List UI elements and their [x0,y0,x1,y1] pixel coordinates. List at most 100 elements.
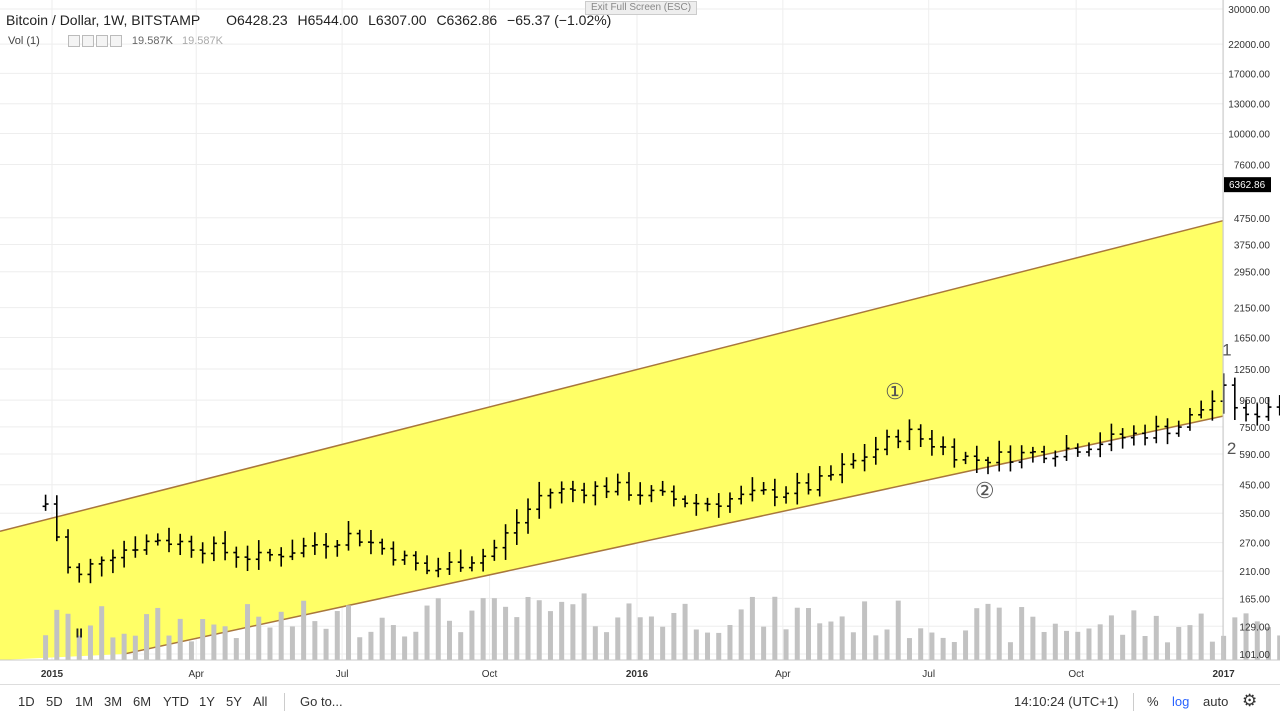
volume-bar [581,593,587,660]
ohlc-bar [121,540,128,568]
time-tick-label: Apr [775,669,791,680]
range-1d-button[interactable]: 1D [18,694,35,709]
ohlc-bar [962,451,969,465]
ohlc-bar [210,536,217,562]
ohlc-bar [278,547,285,567]
volume-bar [1131,610,1137,660]
range-1y-button[interactable]: 1Y [199,694,215,709]
open-value: O6428.23 [226,12,288,28]
volume-bar [559,601,565,660]
time-tick-label: Oct [482,669,498,680]
volume-bar [346,605,352,660]
price-tick-label: 7600.00 [1234,161,1271,172]
ohlc-bar [98,556,105,577]
ohlc-bar [222,531,229,561]
ohlc-bar [468,556,475,572]
ohlc-bar [1164,418,1171,445]
volume-bar [312,621,318,660]
exit-fullscreen-button[interactable]: Exit Full Screen (ESC) [585,1,698,15]
percent-scale-button[interactable]: % [1147,694,1159,709]
volume-bar [974,608,980,660]
price-tick-label: 101.00 [1239,650,1270,661]
price-axis[interactable]: 30000.00 22000.00 17000.00 13000.00 10000.00… [1228,5,1270,661]
range-5d-button[interactable]: 5D [46,694,63,709]
goto-button[interactable]: Go to... [300,694,343,709]
log-scale-button[interactable]: log [1172,694,1190,709]
volume-bar [828,621,834,660]
volume-bar [1187,625,1193,660]
ohlc-bar [300,537,307,558]
price-bars [42,373,1280,584]
gear-icon[interactable]: ⚙ [1242,691,1258,710]
ohlc-bar [233,546,240,568]
last-price-tag: 6362.86 [1224,177,1271,193]
volume-bar [963,630,969,660]
ohlc-bar [569,480,576,503]
ohlc-bar [1130,425,1137,446]
range-6m-button[interactable]: 6M [133,694,152,709]
ohlc-bar [704,497,711,512]
time-axis[interactable]: 2015AprJulOct2016AprJulOct2017AprJulOct2… [41,669,1280,680]
volume-bar [525,596,531,660]
ohlc-bar [1231,377,1238,421]
range-all-button[interactable]: All [253,694,268,709]
volume-bar [929,632,935,660]
volume-bar [76,635,82,660]
range-3m-button[interactable]: 3M [104,694,123,709]
volume-bar [884,629,890,660]
volume-label[interactable]: Vol (1) [8,35,40,47]
volume-bar [469,610,475,660]
range-ytd-button[interactable]: YTD [163,694,189,709]
price-tick-label: 13000.00 [1228,100,1270,111]
symbol-title[interactable]: Bitcoin / Dollar, 1W, BITSTAMP [6,12,201,28]
wave-label: 1 [1222,340,1231,359]
volume-bar [1153,615,1159,660]
volume-bars [43,593,1280,660]
settings-small-icon[interactable] [81,35,94,48]
time-tick-label: 2017 [1212,669,1235,680]
volume-bar [424,605,430,660]
volume-bar [1277,635,1280,660]
volume-bar [110,637,116,660]
range-5y-button[interactable]: 5Y [226,694,242,709]
volume-bar [54,609,60,660]
eye-icon[interactable] [67,35,80,48]
ohlc-bar [558,481,565,504]
ohlc-bar [356,529,363,547]
ohlc-bar [816,466,823,497]
ohlc-bar [592,481,599,506]
volume-bar [402,636,408,660]
volume-bar [514,617,520,660]
ohlc-bar [760,482,767,495]
ohlc-bar [132,536,139,558]
auto-scale-button[interactable]: auto [1203,694,1229,709]
ohlc-bar [412,551,419,571]
volume-bar [873,635,879,660]
low-value: L6307.00 [368,12,427,28]
close-icon[interactable] [109,35,122,48]
format-icon[interactable] [95,35,108,48]
volume-bar [368,631,374,660]
ohlc-bar [884,429,891,456]
volume-bar [1254,621,1260,660]
channel-upper-line [0,219,1224,533]
close-value: C6362.86 [436,12,498,28]
clock-time[interactable]: 14:10:24 (UTC+1) [1014,694,1119,709]
ohlc-bar [491,539,498,561]
volume-bar [862,601,868,660]
volume-bar [1064,630,1070,660]
volume-bar [604,632,610,660]
toolbar-divider [1133,693,1134,711]
ohlc-bar [65,529,72,574]
ohlc-bar [53,495,60,542]
ohlc-bar [1097,432,1104,458]
range-1m-button[interactable]: 1M [75,694,94,709]
ohlc-bar [872,436,879,465]
price-tick-label: 129.00 [1239,622,1270,633]
volume-bar [155,607,161,660]
ohlc-bar [334,539,341,557]
ohlc-bar [525,498,532,534]
volume-bar [144,614,150,660]
time-tick-label: 2015 [41,669,64,680]
